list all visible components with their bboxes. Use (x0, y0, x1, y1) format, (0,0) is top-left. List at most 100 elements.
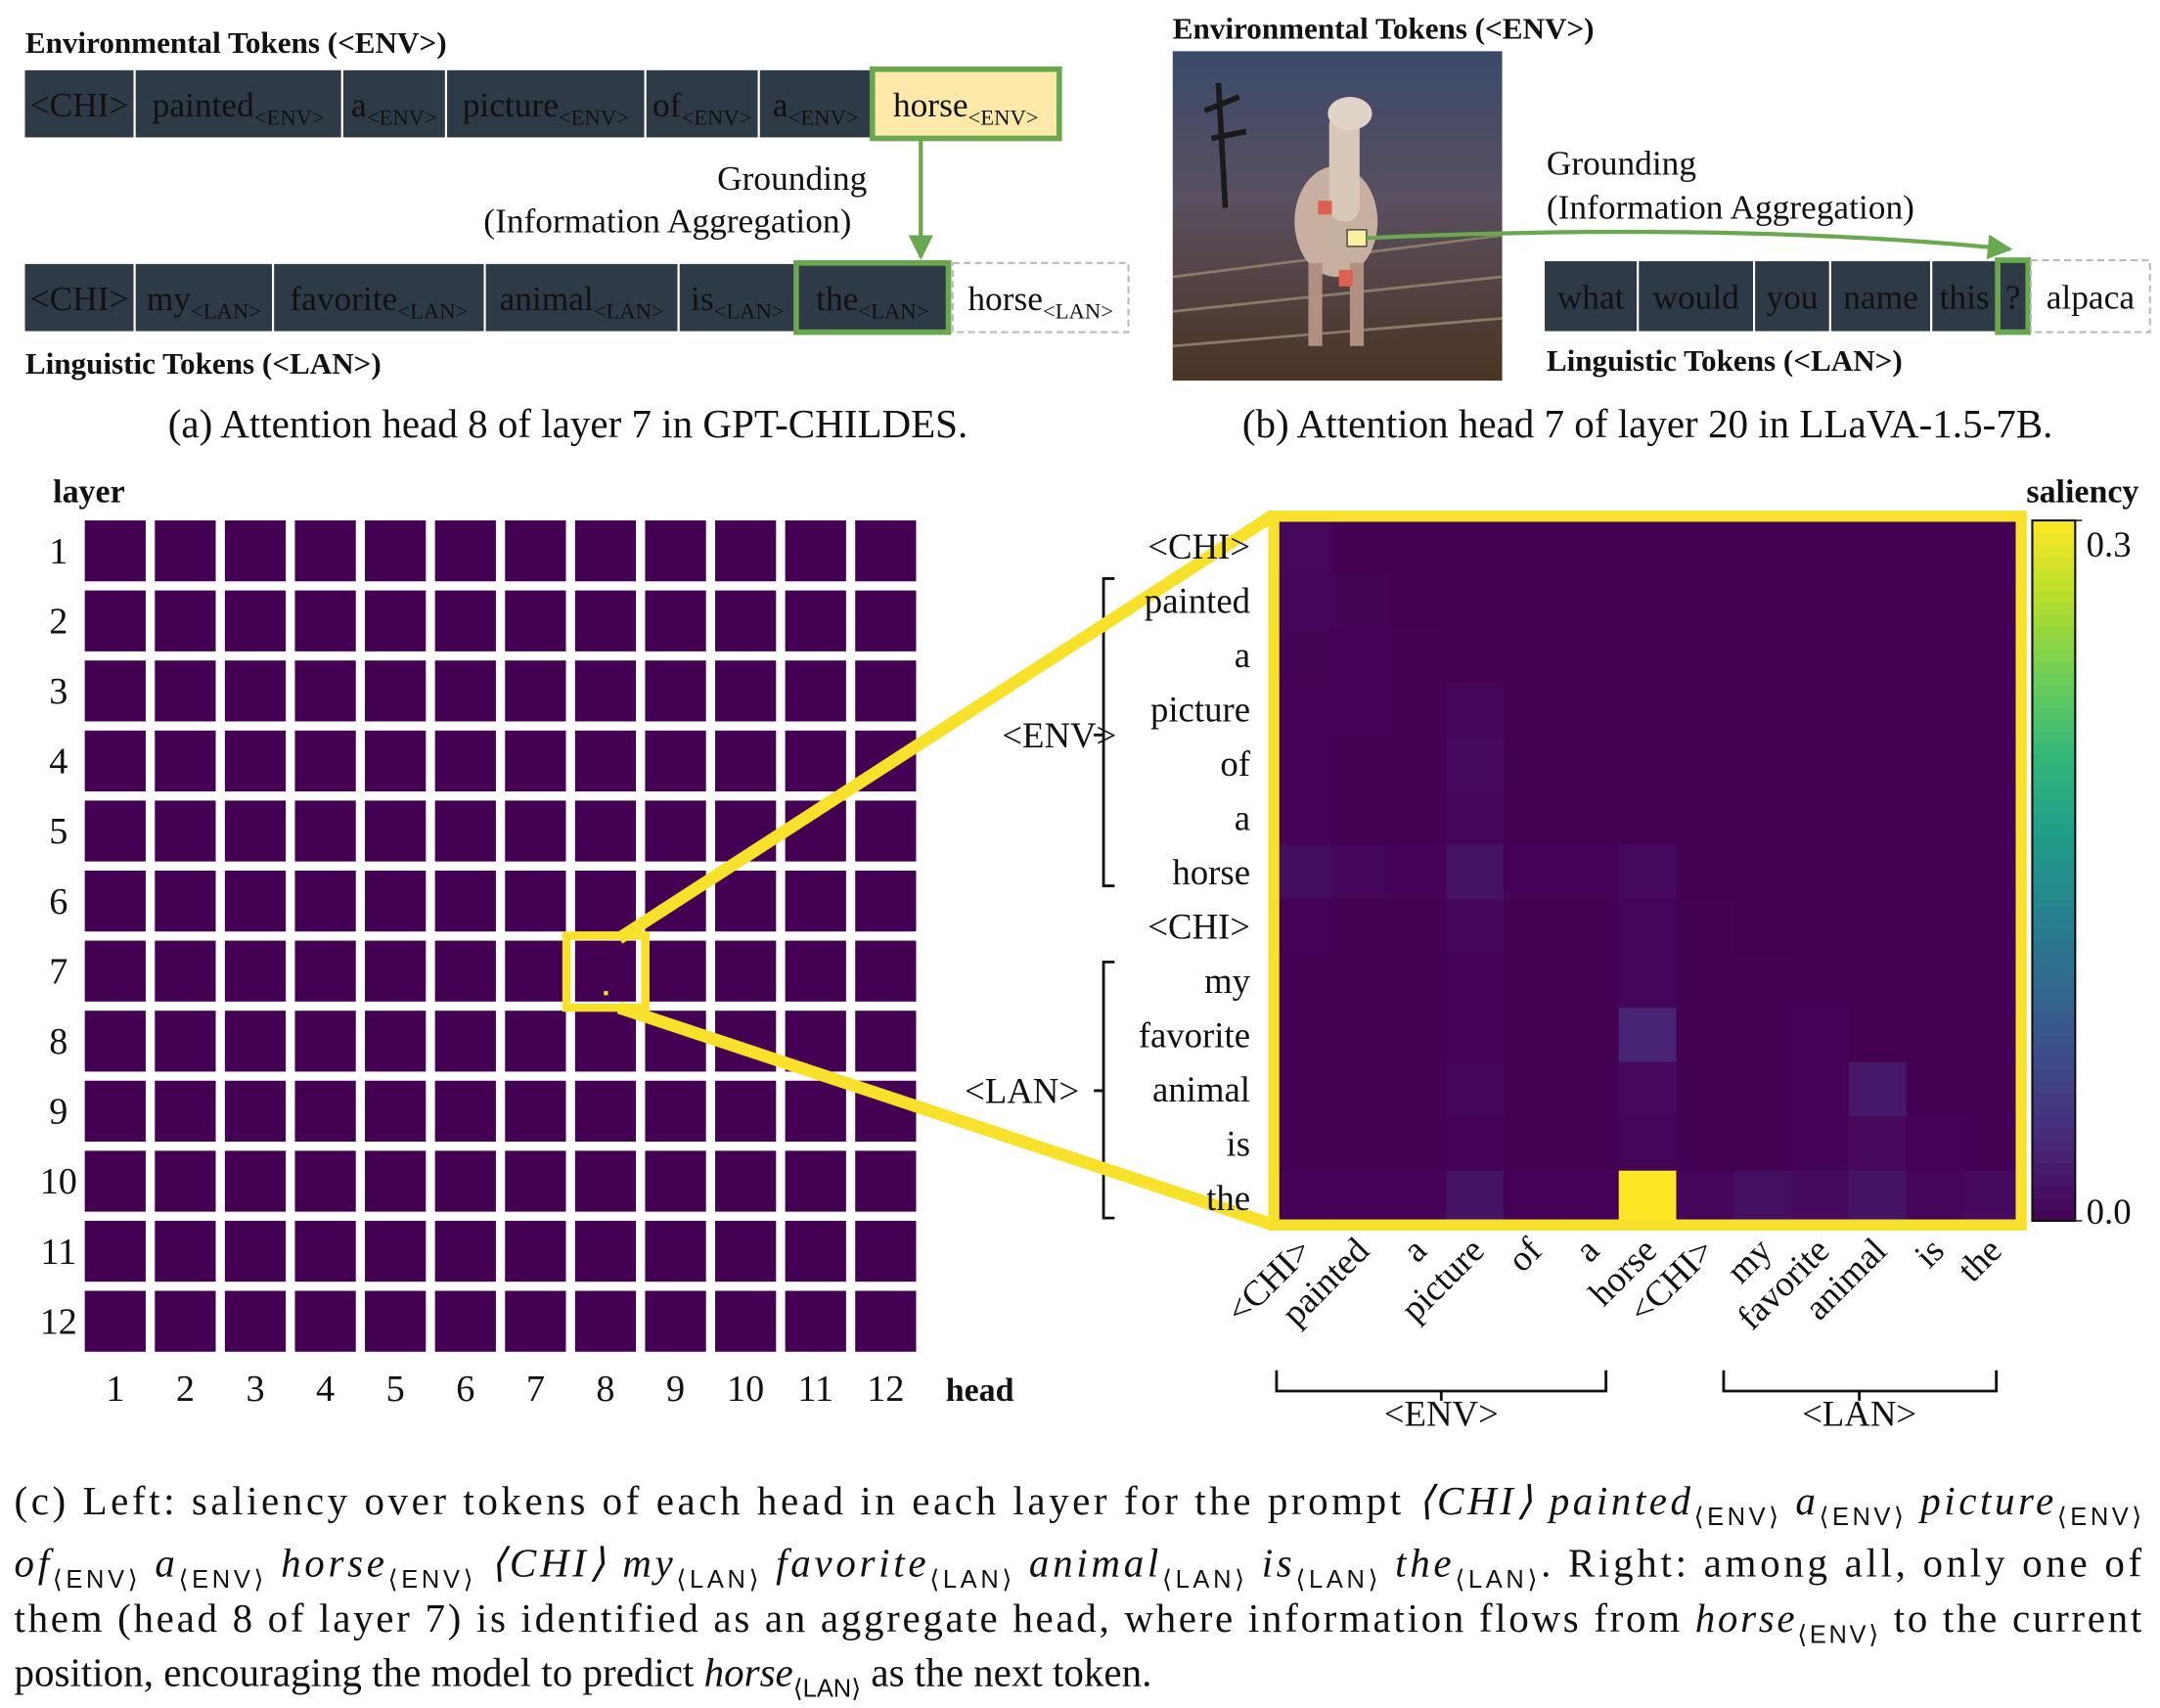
heat-cell (1733, 844, 1792, 900)
head-map (855, 940, 917, 1002)
heat-cell (1963, 899, 2022, 955)
heat-cell (1848, 790, 1908, 846)
head-map (155, 1150, 216, 1212)
heat-cell (1504, 682, 1562, 738)
y-tick-label: 8 (49, 1021, 68, 1062)
heat-cell (1446, 736, 1505, 791)
heat-cell (1791, 899, 1850, 955)
brackets (1094, 577, 1999, 1401)
heat-cell (1963, 518, 2022, 574)
heat-cell (1963, 736, 2022, 791)
head-map (294, 800, 356, 862)
heat-cell (1848, 682, 1908, 738)
head-map (715, 1290, 777, 1352)
photo (1172, 51, 1503, 382)
head-map (294, 660, 356, 722)
caption-part: to the current (1881, 1596, 2142, 1641)
heat-cell (1906, 518, 1965, 574)
colorbar-step (2032, 847, 2076, 860)
head-map (645, 730, 706, 792)
caption-part: ⟨ENV⟩ (2057, 1504, 2141, 1531)
heat-cell (1906, 953, 1965, 1009)
heat-cell (1906, 627, 1965, 683)
caption-part: ⟨LAN⟩ (929, 1566, 1012, 1594)
arrow-label: Grounding (1547, 143, 1696, 182)
caption-part: a (1782, 1478, 1816, 1523)
caption-part: ⟨LAN⟩ (793, 1676, 861, 1703)
colorbar-label: saliency (2026, 474, 2138, 511)
heat-cell (1388, 573, 1448, 629)
head-map (434, 1080, 496, 1143)
head-map (434, 1150, 496, 1212)
heat-cell (1504, 790, 1562, 846)
head-map (574, 660, 637, 722)
head-map (294, 520, 356, 582)
colorbar-step (2032, 859, 2076, 872)
heat-cell (1446, 953, 1505, 1009)
head-map (365, 1150, 427, 1212)
heat-cell (1388, 1170, 1448, 1226)
token-sub: <LAN> (191, 298, 261, 323)
heat-cell (1791, 1061, 1850, 1117)
head-map (224, 1080, 287, 1143)
colorbar-step (2032, 777, 2076, 790)
caption-part: ⟨ENV⟩ (388, 1566, 473, 1594)
heat-cell (1330, 844, 1390, 900)
row-label: <CHI> (1148, 526, 1250, 566)
heat-cell (1504, 1170, 1562, 1226)
arrow-label: (Information Aggregation) (483, 202, 851, 241)
head-map (645, 800, 706, 862)
head-map (574, 590, 637, 652)
heat-cell (1504, 1008, 1562, 1063)
colorbar-step (2032, 952, 2076, 966)
head-map (785, 870, 846, 932)
heat-cell (1274, 953, 1332, 1009)
token-box (644, 67, 760, 140)
panel-title: Environmental Tokens (<ENV>) (25, 25, 447, 60)
col-label: the (1950, 1230, 2009, 1289)
x-tick-label: 12 (867, 1369, 904, 1410)
heat-cell (1791, 1116, 1850, 1172)
heat-cell (1791, 518, 1850, 574)
heat-cell (1446, 1061, 1505, 1117)
colorbar-step (2032, 999, 2076, 1012)
token: favorite<LAN> (290, 279, 468, 323)
y-tick-label: 11 (40, 1232, 76, 1273)
heat-cell (1330, 736, 1390, 791)
heat-cell (1446, 1116, 1505, 1172)
axis-label: head (946, 1372, 1014, 1409)
colorbar-step (2032, 718, 2076, 732)
axis-label: layer (53, 474, 125, 511)
heat-cell (1330, 682, 1390, 738)
token: name (1843, 278, 1918, 317)
head-map (434, 1290, 496, 1352)
heat-cell (1618, 736, 1678, 791)
head-map (294, 730, 356, 792)
head-map (155, 870, 216, 932)
heat-cell (1676, 573, 1734, 629)
head-map (294, 870, 356, 932)
heat-cell (1906, 1170, 1965, 1226)
token: you (1766, 278, 1818, 317)
colorbar-step (2032, 649, 2076, 662)
token-word: painted (153, 85, 254, 124)
row-label: painted (1145, 581, 1250, 621)
head-map (224, 1290, 287, 1352)
heat-cell (1676, 844, 1734, 900)
heat-cell (1733, 736, 1792, 791)
token-word: my (147, 279, 192, 318)
heat-cell (1963, 953, 2022, 1009)
token-box (1995, 257, 2032, 336)
heat-cell (1560, 899, 1620, 955)
caption-part: animal (1015, 1541, 1158, 1586)
heat-cell (1848, 1116, 1908, 1172)
heat-cell (1504, 518, 1562, 574)
heat-cell (1446, 1008, 1505, 1063)
head-map (505, 1080, 566, 1143)
prediction: alpaca (2047, 278, 2136, 317)
caption-line: them (head 8 of layer 7) is identified a… (15, 1596, 2142, 1648)
colorbar-step (2032, 788, 2076, 802)
head-map (574, 1011, 637, 1072)
heat-cell (1848, 573, 1908, 629)
head-map (294, 1290, 356, 1352)
